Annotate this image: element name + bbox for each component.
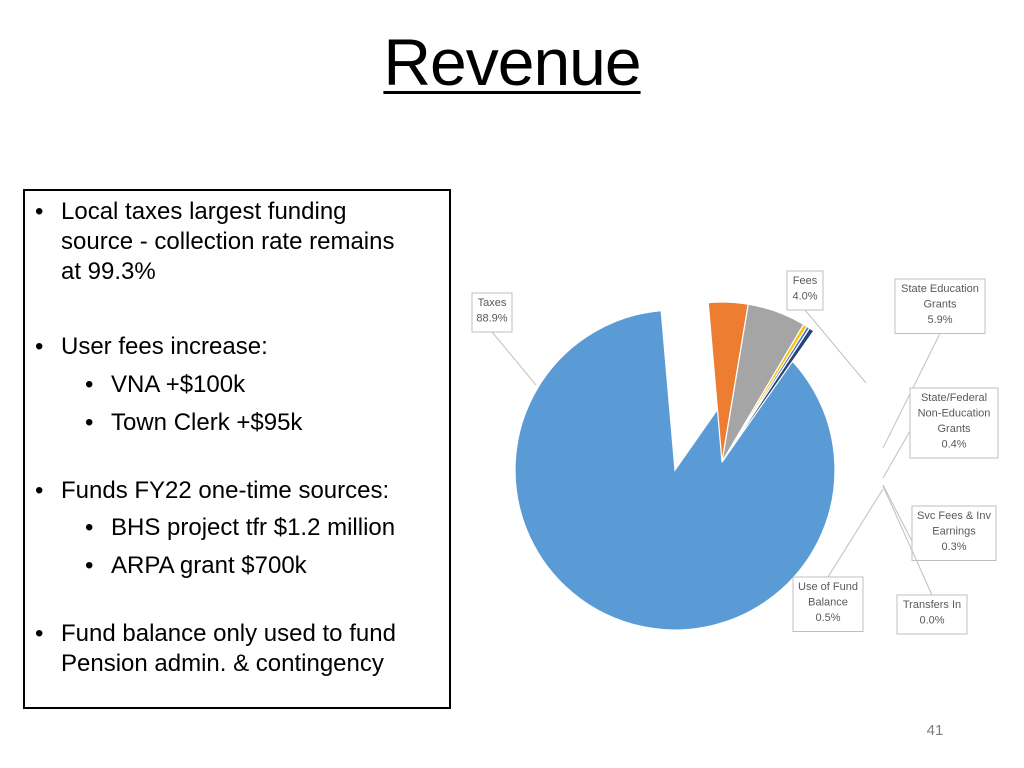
callout-label-transfers-in: Transfers In <box>903 599 961 611</box>
bullet-line: User fees increase: <box>61 333 268 360</box>
callout-leader-fees <box>804 309 867 384</box>
callout-box-svc-fees-inv-earnings <box>911 505 997 561</box>
bullet-taxes: • Local taxes largest funding source - c… <box>35 197 441 287</box>
callout-leader-taxes <box>491 331 537 386</box>
callout-label-use-of-fund-balance: 0.5% <box>815 612 840 624</box>
bullet-box: • Local taxes largest funding source - c… <box>23 189 451 709</box>
callout-label-state-federal-non-education-grants: State/Federal <box>921 392 987 404</box>
bullet-fund-balance: • Fund balance only used to fund Pension… <box>35 619 441 679</box>
callout-label-fees: Fees <box>793 275 818 287</box>
bullet-user-fees: • User fees increase: <box>35 332 441 362</box>
bullet-dot: • <box>85 514 94 541</box>
callout-leader-state-federal-non-education-grants <box>882 430 911 479</box>
bullet-line: Local taxes largest funding <box>61 198 347 225</box>
callout-label-transfers-in: 0.0% <box>919 615 944 627</box>
callout-box-use-of-fund-balance <box>792 576 864 632</box>
callout-box-fees <box>786 270 824 311</box>
callout-label-svc-fees-inv-earnings: Svc Fees & Inv <box>917 510 991 522</box>
pie-slice-use-of-fund-balance <box>721 327 815 463</box>
callout-box-taxes <box>471 292 513 333</box>
callout-label-use-of-fund-balance: Use of Fund <box>798 581 858 593</box>
bullet-line: source - collection rate remains <box>61 228 395 255</box>
callout-label-state-education-grants: State Education <box>901 283 979 295</box>
bullet-line: Pension admin. & contingency <box>61 650 384 677</box>
callout-label-use-of-fund-balance: Balance <box>808 597 848 609</box>
callout-leader-transfers-in <box>882 485 933 596</box>
bullet-line: Fund balance only used to fund <box>61 620 396 647</box>
callout-label-state-federal-non-education-grants: Grants <box>937 423 971 435</box>
sub-bullet-vna: • VNA +$100k <box>85 370 451 400</box>
callout-label-taxes: Taxes <box>478 297 507 309</box>
sub-bullet-text: ARPA grant $700k <box>111 552 307 579</box>
callout-label-state-federal-non-education-grants: Non-Education <box>918 408 991 420</box>
bullet-line: Funds FY22 one-time sources: <box>61 477 390 504</box>
callout-label-state-education-grants: 5.9% <box>927 314 952 326</box>
bullet-dot: • <box>35 477 44 504</box>
slide-title: Revenue <box>0 22 1024 102</box>
sub-bullet-text: BHS project tfr $1.2 million <box>111 514 396 541</box>
bullet-dot: • <box>85 409 94 436</box>
callout-box-transfers-in <box>896 594 968 635</box>
bullet-line: at 99.3% <box>61 258 156 285</box>
callout-leader-use-of-fund-balance <box>827 488 884 578</box>
bullet-dot: • <box>85 371 94 398</box>
callout-leader-svc-fees-inv-earnings <box>882 484 913 542</box>
sub-bullet-text: Town Clerk +$95k <box>111 409 303 436</box>
callout-label-taxes: 88.9% <box>476 313 507 325</box>
bullet-one-time-sources: • Funds FY22 one-time sources: <box>35 476 441 506</box>
callout-label-state-federal-non-education-grants: 0.4% <box>941 439 966 451</box>
page-number: 41 <box>926 722 944 739</box>
callout-label-svc-fees-inv-earnings: Earnings <box>932 526 976 538</box>
callout-box-state-federal-non-education-grants <box>909 387 999 459</box>
bullet-dot: • <box>85 552 94 579</box>
sub-bullet-town-clerk: • Town Clerk +$95k <box>85 408 451 438</box>
callout-label-state-education-grants: Grants <box>923 299 957 311</box>
bullet-dot: • <box>35 198 44 225</box>
slide-title-text: Revenue <box>383 25 641 99</box>
sub-bullet-bhs: • BHS project tfr $1.2 million <box>85 513 451 543</box>
sub-bullet-arpa: • ARPA grant $700k <box>85 551 451 581</box>
callout-label-fees: 4.0% <box>792 291 817 303</box>
bullet-dot: • <box>35 333 44 360</box>
bullet-dot: • <box>35 620 44 647</box>
callout-box-state-education-grants <box>894 278 986 334</box>
callout-label-svc-fees-inv-earnings: 0.3% <box>941 541 966 553</box>
sub-bullet-text: VNA +$100k <box>111 371 246 398</box>
